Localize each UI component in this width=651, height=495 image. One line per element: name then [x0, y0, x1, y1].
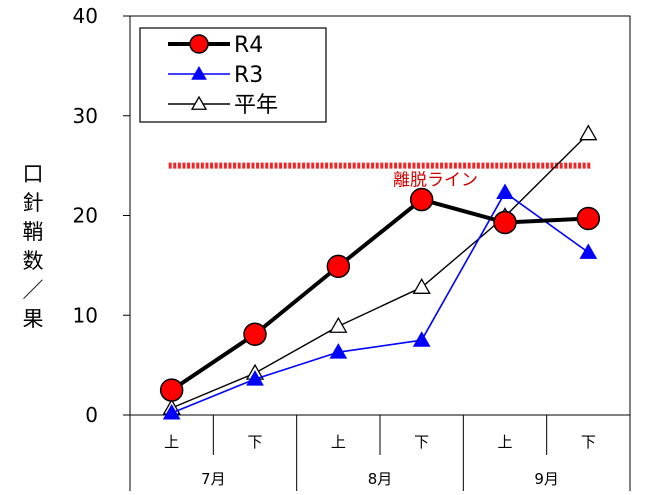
y-tick-label: 20	[73, 204, 98, 228]
y-tick-label: 0	[85, 403, 98, 427]
data-point-triangle	[496, 183, 514, 200]
data-point-open-triangle	[329, 316, 348, 333]
y-tick-label: 10	[73, 303, 98, 327]
y-axis-label-char: ／	[22, 278, 44, 302]
data-point-triangle	[412, 331, 431, 347]
month-label: 7月	[201, 470, 226, 488]
series-line-平年	[171, 133, 589, 409]
series-line-R4	[170, 197, 589, 392]
month-label: 8月	[368, 470, 393, 488]
x-tick-label: 上	[497, 433, 512, 451]
legend: R4 R3 平年	[139, 27, 327, 123]
y-tick-label: 30	[73, 104, 98, 128]
x-tick-label: 下	[414, 433, 429, 451]
x-tick-label: 下	[581, 433, 596, 451]
reference-line-label: 離脱ライン	[393, 171, 478, 191]
data-point-circle	[576, 206, 601, 231]
data-point-circle	[493, 210, 517, 235]
y-axis-label-char: 口	[22, 162, 44, 186]
reference-line-group: 離脱ライン	[168, 162, 592, 191]
data-point-triangle	[246, 370, 264, 386]
x-tick-label: 上	[164, 433, 179, 451]
data-point-open-triangle	[579, 124, 598, 141]
data-point-open-triangle	[412, 278, 431, 294]
y-tick-label: 40	[73, 4, 98, 28]
y-axis-label-char: 数	[22, 249, 44, 273]
data-point-open-triangle	[190, 95, 208, 110]
legend-label: 平年	[234, 93, 278, 118]
data-point-circle	[159, 378, 184, 402]
data-point-triangle	[579, 243, 598, 259]
chart-axes: 0 10 20 30 40 上 下 上 下 上 下 7月 8月 9月	[73, 4, 631, 491]
data-point-triangle	[329, 343, 348, 359]
series-group	[159, 124, 601, 420]
legend-label: R4	[234, 33, 263, 58]
data-point-circle	[409, 187, 434, 212]
legend-box	[139, 27, 327, 123]
y-axis-label-char: 針	[22, 191, 44, 215]
data-point-circle	[326, 254, 351, 279]
legend-label: R3	[234, 63, 263, 88]
data-point-circle	[243, 322, 267, 346]
data-point-triangle	[162, 403, 181, 420]
series-line-R3	[171, 191, 589, 414]
month-label: 9月	[534, 470, 559, 488]
data-point-circle	[189, 34, 209, 54]
y-axis-label-char: 果	[22, 307, 44, 331]
x-tick-label: 下	[247, 433, 262, 451]
y-axis-label-char: 鞘	[22, 220, 44, 244]
y-axis-label: 口針鞘数 ／ 果	[20, 160, 46, 334]
x-tick-label: 上	[331, 433, 346, 451]
data-point-triangle	[191, 65, 207, 80]
